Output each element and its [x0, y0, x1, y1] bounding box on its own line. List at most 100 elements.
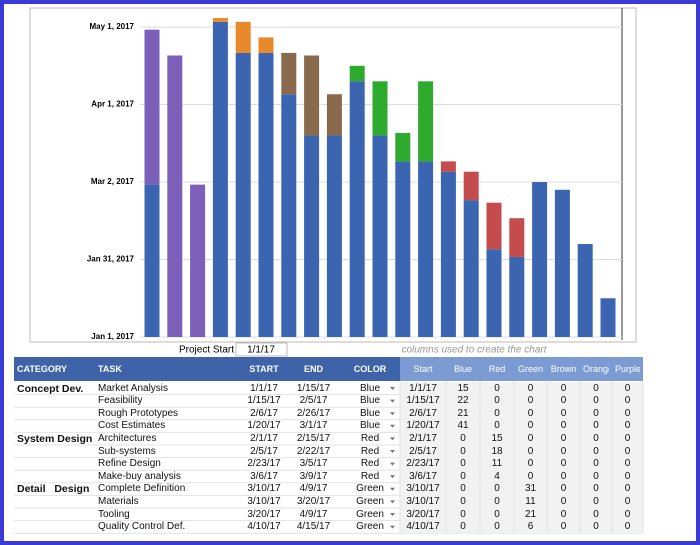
bar-segment	[258, 37, 274, 53]
header-cell: Start	[413, 364, 433, 374]
row-bg	[400, 457, 643, 471]
cell: 0	[593, 407, 599, 419]
cell: 3/10/17	[247, 495, 281, 507]
cell: 3/20/17	[296, 495, 331, 507]
cell: Rough Prototypes	[98, 407, 179, 419]
header-bg	[400, 357, 643, 381]
cell: 1/20/17	[406, 420, 440, 432]
cell: 3/20/17	[406, 508, 440, 520]
header-cell: Brown	[550, 364, 577, 374]
bar-segment	[532, 182, 548, 337]
cell: 0	[624, 420, 631, 432]
cell: 0	[560, 445, 567, 457]
bar-segment	[486, 249, 502, 337]
bar-segment	[463, 171, 479, 201]
bar-segment	[372, 135, 388, 337]
dropdown-arrow	[390, 399, 395, 403]
cell: 0	[560, 458, 567, 470]
bar-segment	[281, 52, 297, 95]
category: Detail Design	[17, 483, 90, 496]
cell: 1/15/17	[296, 382, 331, 394]
cell: 0	[527, 395, 534, 407]
cell: Red	[360, 432, 380, 444]
bar-segment	[509, 218, 525, 257]
cell: 0	[494, 495, 500, 507]
cell: 2/6/17	[409, 407, 437, 419]
row-bg	[400, 445, 643, 458]
cell: Market Analysis	[98, 382, 169, 394]
bar-segment	[509, 256, 525, 337]
cell: 0	[593, 495, 599, 507]
header-cell: Blue	[453, 364, 472, 374]
cell: 0	[593, 508, 599, 520]
cell: 2/1/17	[250, 432, 278, 444]
cell: 0	[527, 407, 534, 419]
cell: 2/5/17	[250, 445, 278, 457]
header-bg	[14, 357, 400, 381]
header-cell: Green	[517, 364, 543, 374]
cell: 2/23/17	[247, 458, 281, 470]
bar-segment	[212, 18, 228, 22]
bar-segment	[372, 81, 388, 136]
cell: 31	[524, 483, 537, 495]
note: columns used to create the chart	[401, 345, 547, 356]
cell: 0	[460, 508, 466, 520]
cell: 0	[593, 483, 599, 495]
bar-segment	[235, 21, 251, 53]
cell: 0	[624, 495, 631, 507]
cell: 0	[624, 521, 631, 533]
bar-segment	[395, 132, 411, 162]
header-cell: Red	[488, 364, 506, 374]
cell: Make-buy analysis	[98, 470, 181, 482]
cell: 0	[624, 470, 631, 482]
cell: 1/15/17	[247, 395, 281, 407]
bar-segment	[326, 135, 342, 337]
cell: 1/1/17	[409, 382, 437, 394]
cell: 0	[494, 521, 500, 533]
bar-segment	[167, 55, 183, 337]
bar-segment	[190, 184, 206, 337]
cell: 3/9/17	[299, 470, 328, 482]
row-bg	[400, 470, 643, 483]
cell: 0	[593, 521, 599, 533]
cell: 0	[624, 508, 631, 520]
bar-segment	[144, 184, 160, 337]
cell: 4/10/17	[247, 521, 281, 533]
cell: 0	[560, 521, 567, 533]
bar-segment	[349, 81, 365, 337]
cell: 0	[460, 521, 466, 533]
bar-segment	[463, 200, 479, 337]
bar-segment	[304, 55, 320, 136]
cell: 0	[460, 432, 466, 444]
bar-segment	[418, 161, 434, 337]
dropdown-arrow	[390, 462, 395, 466]
cell: Feasibility	[98, 395, 143, 407]
bar-segment	[235, 52, 251, 337]
cell: 3/20/17	[247, 508, 281, 520]
category: System Design	[17, 432, 92, 445]
cell: Red	[360, 458, 380, 470]
cell: 0	[460, 445, 466, 457]
cell: 0	[593, 382, 599, 394]
cell: Green	[356, 483, 384, 495]
cell: 18	[491, 445, 503, 457]
cell: 41	[457, 420, 469, 432]
cell: 0	[593, 432, 599, 444]
bar-segment	[486, 202, 502, 250]
cell: 0	[527, 470, 534, 482]
cell: 0	[560, 470, 567, 482]
cell: 4/10/17	[406, 521, 440, 533]
input-box[interactable]	[235, 342, 288, 357]
cell: 0	[593, 458, 599, 470]
cell: 2/15/17	[296, 432, 331, 444]
cell: 2/23/17	[406, 458, 440, 470]
bar-segment	[281, 94, 297, 337]
cell: 4/9/17	[299, 483, 328, 495]
cell: 0	[593, 445, 599, 457]
cell: 0	[527, 458, 534, 470]
cell: 0	[527, 420, 534, 432]
header-cell: TASK	[98, 364, 122, 374]
header-cell: Purple	[615, 364, 640, 374]
header-cell: CATEGORY	[17, 364, 68, 374]
